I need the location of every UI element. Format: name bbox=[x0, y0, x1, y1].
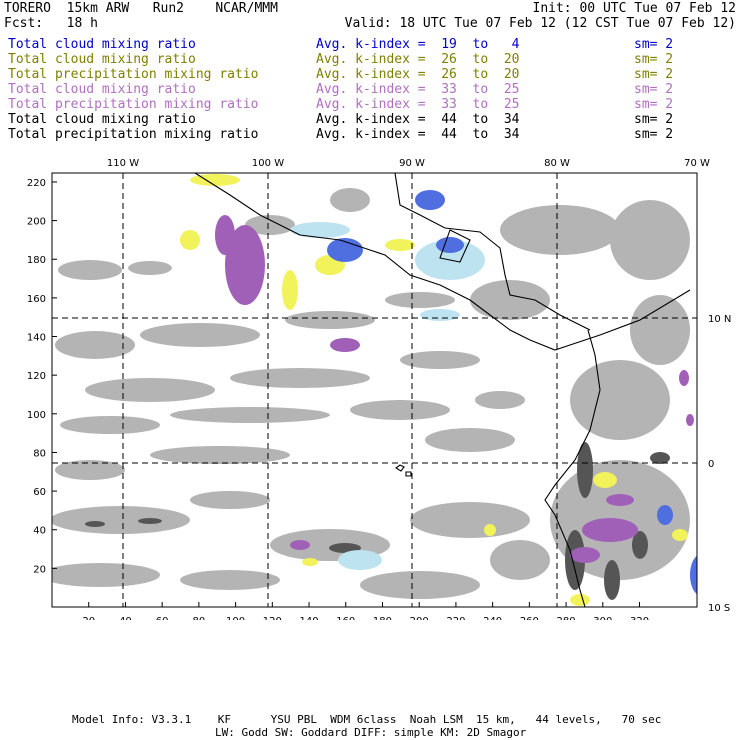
x-tick-label: 240 bbox=[483, 616, 502, 620]
y-tick-label: 200 bbox=[27, 217, 46, 228]
y-tick-label: 20 bbox=[33, 564, 46, 575]
cloud-field-layer bbox=[52, 173, 697, 607]
longitude-label: 70 W bbox=[684, 158, 710, 169]
field-kindex: Avg. k-index = 26 to 20 bbox=[316, 67, 520, 82]
y-tick-label: 140 bbox=[27, 333, 46, 344]
field-name: Total cloud mixing ratio bbox=[8, 82, 196, 97]
lat-lon-grid bbox=[52, 173, 697, 607]
field-name: Total cloud mixing ratio bbox=[8, 112, 196, 127]
init-time: Init: 00 UTC Tue 07 Feb 12 bbox=[532, 1, 737, 16]
field-smoothing: sm= 2 bbox=[634, 112, 674, 127]
x-tick-label: 140 bbox=[299, 616, 318, 620]
field-kindex: Avg. k-index = 33 to 25 bbox=[316, 97, 520, 112]
field-smoothing: sm= 2 bbox=[634, 82, 674, 97]
field-name: Total precipitation mixing ratio bbox=[8, 127, 259, 142]
latitude-label: 10 S bbox=[708, 603, 730, 614]
y-tick-label: 220 bbox=[27, 178, 46, 189]
field-kindex: Avg. k-index = 44 to 34 bbox=[316, 127, 520, 142]
y-tick-label: 80 bbox=[33, 448, 46, 459]
forecast-hour: Fcst: 18 h bbox=[4, 16, 98, 31]
field-name: Total precipitation mixing ratio bbox=[8, 97, 259, 112]
longitude-label: 80 W bbox=[544, 158, 570, 169]
x-tick-label: 180 bbox=[373, 616, 392, 620]
longitude-label: 110 W bbox=[107, 158, 139, 169]
x-tick-label: 220 bbox=[446, 616, 465, 620]
model-title: TORERO 15km ARW Run2 NCAR/MMM bbox=[4, 1, 278, 16]
y-tick-label: 40 bbox=[33, 526, 46, 537]
x-tick-label: 100 bbox=[226, 616, 245, 620]
x-tick-label: 40 bbox=[119, 616, 132, 620]
x-tick-label: 80 bbox=[193, 616, 206, 620]
x-tick-label: 260 bbox=[520, 616, 539, 620]
y-tick-label: 160 bbox=[27, 294, 46, 305]
field-smoothing: sm= 2 bbox=[634, 67, 674, 82]
field-name: Total cloud mixing ratio bbox=[8, 37, 196, 52]
axis-labels: 220 200 180 160 140 120 100 80 60 40 20 20 40 60 80 100… bbox=[27, 158, 731, 620]
x-tick-label: 300 bbox=[593, 616, 612, 620]
x-tick-label: 160 bbox=[336, 616, 355, 620]
latitude-label: 0 bbox=[708, 459, 714, 470]
plot-frame bbox=[51, 172, 698, 608]
x-tick-label: 60 bbox=[156, 616, 169, 620]
physics-info: LW: Godd SW: Goddard DIFF: simple KM: 2D… bbox=[215, 726, 527, 739]
x-tick-label: 20 bbox=[82, 616, 95, 620]
field-kindex: Avg. k-index = 19 to 4 bbox=[316, 37, 520, 52]
field-smoothing: sm= 2 bbox=[634, 97, 674, 112]
field-smoothing: sm= 2 bbox=[634, 52, 674, 67]
model-map: 220 200 180 160 140 120 100 80 60 40 20 20 40 60 80 100… bbox=[27, 158, 731, 620]
x-tick-label: 200 bbox=[410, 616, 429, 620]
y-tick-label: 180 bbox=[27, 255, 46, 266]
field-kindex: Avg. k-index = 26 to 20 bbox=[316, 52, 520, 67]
y-tick-label: 120 bbox=[27, 371, 46, 382]
longitude-label: 90 W bbox=[399, 158, 425, 169]
x-tick-label: 280 bbox=[557, 616, 576, 620]
field-name: Total cloud mixing ratio bbox=[8, 52, 196, 67]
y-tick-label: 60 bbox=[33, 487, 46, 498]
field-smoothing: sm= 2 bbox=[634, 37, 674, 52]
x-tick-label: 320 bbox=[630, 616, 649, 620]
x-tick-label: 120 bbox=[263, 616, 282, 620]
field-smoothing: sm= 2 bbox=[634, 127, 674, 142]
field-kindex: Avg. k-index = 44 to 34 bbox=[316, 112, 520, 127]
longitude-label: 100 W bbox=[252, 158, 284, 169]
field-name: Total precipitation mixing ratio bbox=[8, 67, 259, 82]
valid-time: Valid: 18 UTC Tue 07 Feb 12 (12 CST Tue … bbox=[344, 16, 736, 31]
y-tick-label: 100 bbox=[27, 410, 46, 421]
latitude-label: 10 N bbox=[708, 314, 731, 325]
field-kindex: Avg. k-index = 33 to 25 bbox=[316, 82, 520, 97]
model-info: Model Info: V3.3.1 KF YSU PBL WDM 6class… bbox=[72, 713, 662, 726]
